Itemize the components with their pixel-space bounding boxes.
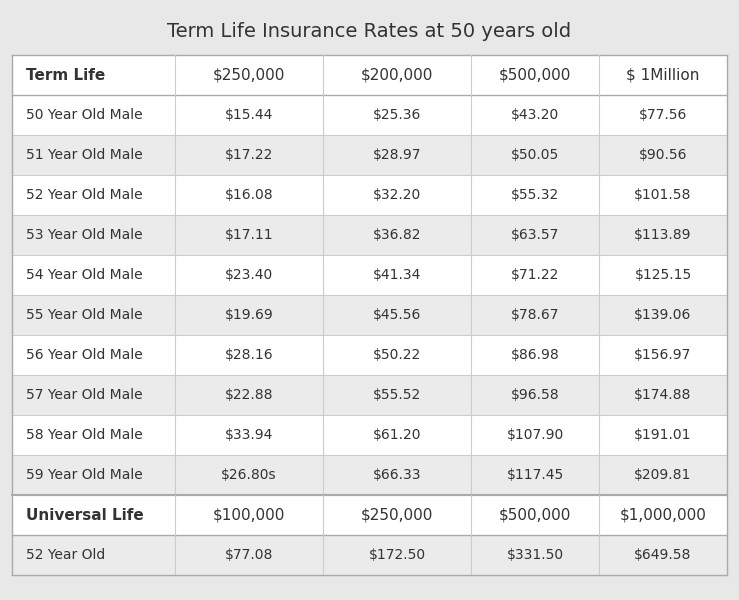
Bar	[12, 95, 727, 135]
Text: $117.45: $117.45	[506, 468, 564, 482]
Text: $71.22: $71.22	[511, 268, 559, 282]
Text: $63.57: $63.57	[511, 228, 559, 242]
Text: $174.88: $174.88	[634, 388, 692, 402]
Text: 55 Year Old Male: 55 Year Old Male	[26, 308, 143, 322]
Text: $16.08: $16.08	[225, 188, 273, 202]
Text: Universal Life: Universal Life	[26, 508, 144, 523]
Text: $90.56: $90.56	[638, 148, 687, 162]
Text: $33.94: $33.94	[225, 428, 273, 442]
Text: $45.56: $45.56	[372, 308, 421, 322]
Bar	[12, 255, 727, 295]
Text: $649.58: $649.58	[634, 548, 692, 562]
Text: $78.67: $78.67	[511, 308, 559, 322]
Text: $107.90: $107.90	[506, 428, 564, 442]
Text: 57 Year Old Male: 57 Year Old Male	[26, 388, 143, 402]
Bar	[12, 495, 727, 535]
Text: $50.22: $50.22	[373, 348, 421, 362]
Text: $17.22: $17.22	[225, 148, 273, 162]
Text: $28.16: $28.16	[225, 348, 273, 362]
Text: 56 Year Old Male: 56 Year Old Male	[26, 348, 143, 362]
Text: $25.36: $25.36	[372, 108, 421, 122]
Text: $41.34: $41.34	[372, 268, 421, 282]
Bar	[12, 55, 727, 95]
Bar	[12, 335, 727, 375]
Bar	[12, 215, 727, 255]
Text: $331.50: $331.50	[506, 548, 564, 562]
Text: 52 Year Old Male: 52 Year Old Male	[26, 188, 143, 202]
Text: $500,000: $500,000	[499, 67, 571, 82]
Text: $55.52: $55.52	[373, 388, 421, 402]
Text: $15.44: $15.44	[225, 108, 273, 122]
Text: $77.08: $77.08	[225, 548, 273, 562]
Text: $500,000: $500,000	[499, 508, 571, 523]
Text: $200,000: $200,000	[361, 67, 433, 82]
Text: $43.20: $43.20	[511, 108, 559, 122]
Text: 52 Year Old: 52 Year Old	[26, 548, 105, 562]
Text: $26.80s: $26.80s	[221, 468, 277, 482]
Bar	[12, 135, 727, 175]
Text: $250,000: $250,000	[213, 67, 285, 82]
Text: $209.81: $209.81	[634, 468, 692, 482]
Text: $1,000,000: $1,000,000	[619, 508, 706, 523]
Text: $96.58: $96.58	[511, 388, 559, 402]
Text: $22.88: $22.88	[225, 388, 273, 402]
Bar	[12, 455, 727, 495]
Text: $17.11: $17.11	[225, 228, 273, 242]
Bar	[12, 375, 727, 415]
Text: $36.82: $36.82	[372, 228, 421, 242]
Text: Term Life: Term Life	[26, 67, 105, 82]
Text: $191.01: $191.01	[634, 428, 692, 442]
Text: $172.50: $172.50	[369, 548, 426, 562]
Text: 50 Year Old Male: 50 Year Old Male	[26, 108, 143, 122]
Text: $113.89: $113.89	[634, 228, 692, 242]
Text: 59 Year Old Male: 59 Year Old Male	[26, 468, 143, 482]
Text: $66.33: $66.33	[372, 468, 421, 482]
Text: $55.32: $55.32	[511, 188, 559, 202]
Text: $156.97: $156.97	[634, 348, 692, 362]
Text: $50.05: $50.05	[511, 148, 559, 162]
Bar	[12, 175, 727, 215]
Text: $77.56: $77.56	[638, 108, 687, 122]
Text: $139.06: $139.06	[634, 308, 692, 322]
Bar	[12, 415, 727, 455]
Text: $86.98: $86.98	[511, 348, 559, 362]
Text: $28.97: $28.97	[372, 148, 421, 162]
Text: $100,000: $100,000	[213, 508, 285, 523]
Text: 51 Year Old Male: 51 Year Old Male	[26, 148, 143, 162]
Text: 54 Year Old Male: 54 Year Old Male	[26, 268, 143, 282]
Text: $ 1Million: $ 1Million	[627, 67, 700, 82]
Text: Term Life Insurance Rates at 50 years old: Term Life Insurance Rates at 50 years ol…	[168, 22, 571, 41]
Text: $61.20: $61.20	[372, 428, 421, 442]
Text: $32.20: $32.20	[373, 188, 421, 202]
Text: $19.69: $19.69	[225, 308, 273, 322]
Bar	[12, 295, 727, 335]
Text: $250,000: $250,000	[361, 508, 433, 523]
Text: $125.15: $125.15	[634, 268, 692, 282]
Bar	[12, 535, 727, 575]
Text: $23.40: $23.40	[225, 268, 273, 282]
Text: $101.58: $101.58	[634, 188, 692, 202]
Text: 58 Year Old Male: 58 Year Old Male	[26, 428, 143, 442]
Text: 53 Year Old Male: 53 Year Old Male	[26, 228, 143, 242]
